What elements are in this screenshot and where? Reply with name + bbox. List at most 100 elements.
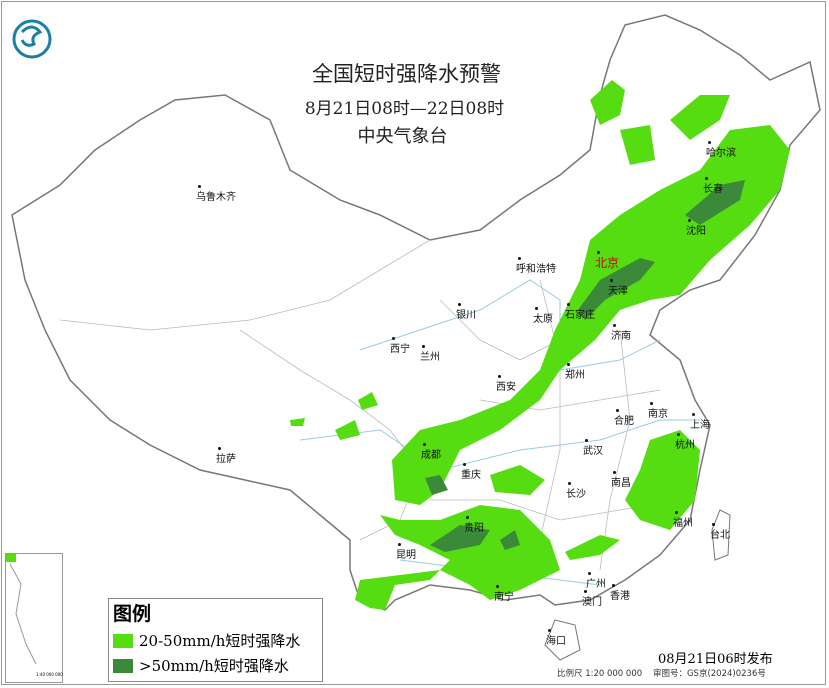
rain-area-hunan	[490, 465, 545, 495]
city-dot	[392, 337, 395, 340]
city-label: 天津	[608, 286, 628, 297]
hainan-island	[544, 619, 581, 661]
city-label: 合肥	[614, 416, 634, 427]
city-dot	[677, 433, 680, 436]
city-label: 武汉	[583, 446, 603, 457]
city-dot	[198, 185, 201, 188]
city-label: 杭州	[675, 440, 695, 451]
city-label: 拉萨	[216, 454, 236, 465]
rain-area-southeast	[625, 430, 700, 530]
city-dot	[692, 413, 695, 416]
city-label: 昆明	[396, 550, 416, 561]
city-dot	[463, 463, 466, 466]
map-title: 全国短时强降水预警	[312, 62, 501, 86]
city-dot	[612, 584, 615, 587]
rain-area-gansu	[358, 392, 378, 410]
heavy-rain-hebei	[578, 258, 655, 320]
city-label: 台北	[710, 530, 730, 541]
approval-number: 审图号：GS京(2024)0236号	[652, 669, 766, 679]
city-label: 西宁	[390, 344, 410, 355]
city-dot	[584, 590, 587, 593]
city-label: 呼和浩特	[516, 264, 556, 275]
city-label: 南京	[648, 409, 668, 420]
city-dot	[535, 307, 538, 310]
city-dot	[708, 141, 711, 144]
city-dot	[616, 409, 619, 412]
heavy-rain-liaoning	[685, 180, 745, 225]
city-label: 南昌	[611, 478, 631, 489]
city-dot	[458, 303, 461, 306]
inset-scale: 1:40 000 000	[36, 672, 63, 677]
city-label: 石家庄	[565, 310, 595, 321]
legend-item-heavy: >50mm/h短时强降水	[113, 655, 289, 676]
city-dot	[567, 363, 570, 366]
rain-area-southwest	[355, 505, 560, 610]
city-label: 南宁	[494, 592, 514, 603]
city-label: 福州	[673, 518, 693, 529]
rain-area-qinghai	[335, 420, 360, 440]
rain-area-ne-small	[620, 125, 655, 165]
city-dot	[567, 303, 570, 306]
city-dot	[548, 629, 551, 632]
legend: 图例 20-50mm/h短时强降水 >50mm/h短时强降水	[108, 598, 323, 682]
rain-area-guangxi	[565, 535, 620, 560]
legend-swatch	[113, 658, 133, 673]
city-dot	[568, 482, 571, 485]
city-dot	[613, 324, 616, 327]
map-scale-approval: 比例尺 1:20 000 000 审图号：GS京(2024)0236号	[557, 667, 766, 679]
rain-area-heilongjiang	[670, 95, 730, 140]
city-dot	[398, 543, 401, 546]
south-china-sea-inset	[5, 553, 63, 683]
city-dot	[675, 511, 678, 514]
city-label: 澳门	[582, 597, 602, 608]
city-dot	[498, 375, 501, 378]
legend-item-moderate: 20-50mm/h短时强降水	[113, 630, 300, 651]
city-label: 沈阳	[686, 226, 706, 237]
city-label: 太原	[533, 314, 553, 325]
rain-area-inner-mongolia	[590, 80, 625, 125]
heavy-rain-sichuan	[425, 475, 448, 495]
legend-swatch	[113, 633, 133, 648]
city-label: 长春	[703, 184, 723, 195]
city-label: 乌鲁木齐	[196, 192, 236, 203]
map-scale: 比例尺 1:20 000 000	[557, 669, 643, 679]
city-dot	[518, 257, 521, 260]
city-label: 郑州	[565, 370, 585, 381]
country-outline	[11, 14, 821, 611]
city-label: 济南	[611, 331, 631, 342]
city-label: 北京	[595, 256, 620, 270]
issue-time: 08月21日06时发布	[658, 652, 773, 667]
heavy-rain-guizhou-east	[500, 530, 520, 550]
city-label: 西安	[496, 382, 516, 393]
city-label: 贵阳	[464, 523, 484, 534]
city-label: 香港	[610, 591, 630, 602]
taiwan-island	[711, 509, 731, 561]
city-dot	[712, 523, 715, 526]
city-dot	[688, 219, 691, 222]
city-dot	[218, 447, 221, 450]
city-label: 哈尔滨	[706, 148, 736, 159]
legend-label: 20-50mm/h短时强降水	[139, 632, 301, 650]
heavy-rain-guizhou	[430, 525, 490, 552]
rain-50-plus-areas	[425, 180, 745, 552]
city-dot	[585, 439, 588, 442]
cma-logo-icon	[12, 19, 52, 59]
city-label: 兰州	[420, 352, 440, 363]
city-label: 重庆	[461, 470, 481, 481]
city-dot	[597, 251, 600, 254]
city-label: 上海	[690, 420, 710, 431]
legend-title: 图例	[113, 603, 152, 625]
legend-label: >50mm/h短时强降水	[139, 657, 289, 675]
city-dot	[423, 443, 426, 446]
city-label: 成都	[421, 450, 441, 461]
city-dot	[466, 516, 469, 519]
issuer: 中央气象台	[357, 126, 448, 147]
valid-period: 8月21日08时—22日08时	[304, 99, 505, 119]
city-label: 广州	[586, 579, 606, 590]
city-dot	[613, 471, 616, 474]
city-dot	[650, 402, 653, 405]
city-dot	[610, 279, 613, 282]
city-label: 银川	[456, 310, 476, 321]
